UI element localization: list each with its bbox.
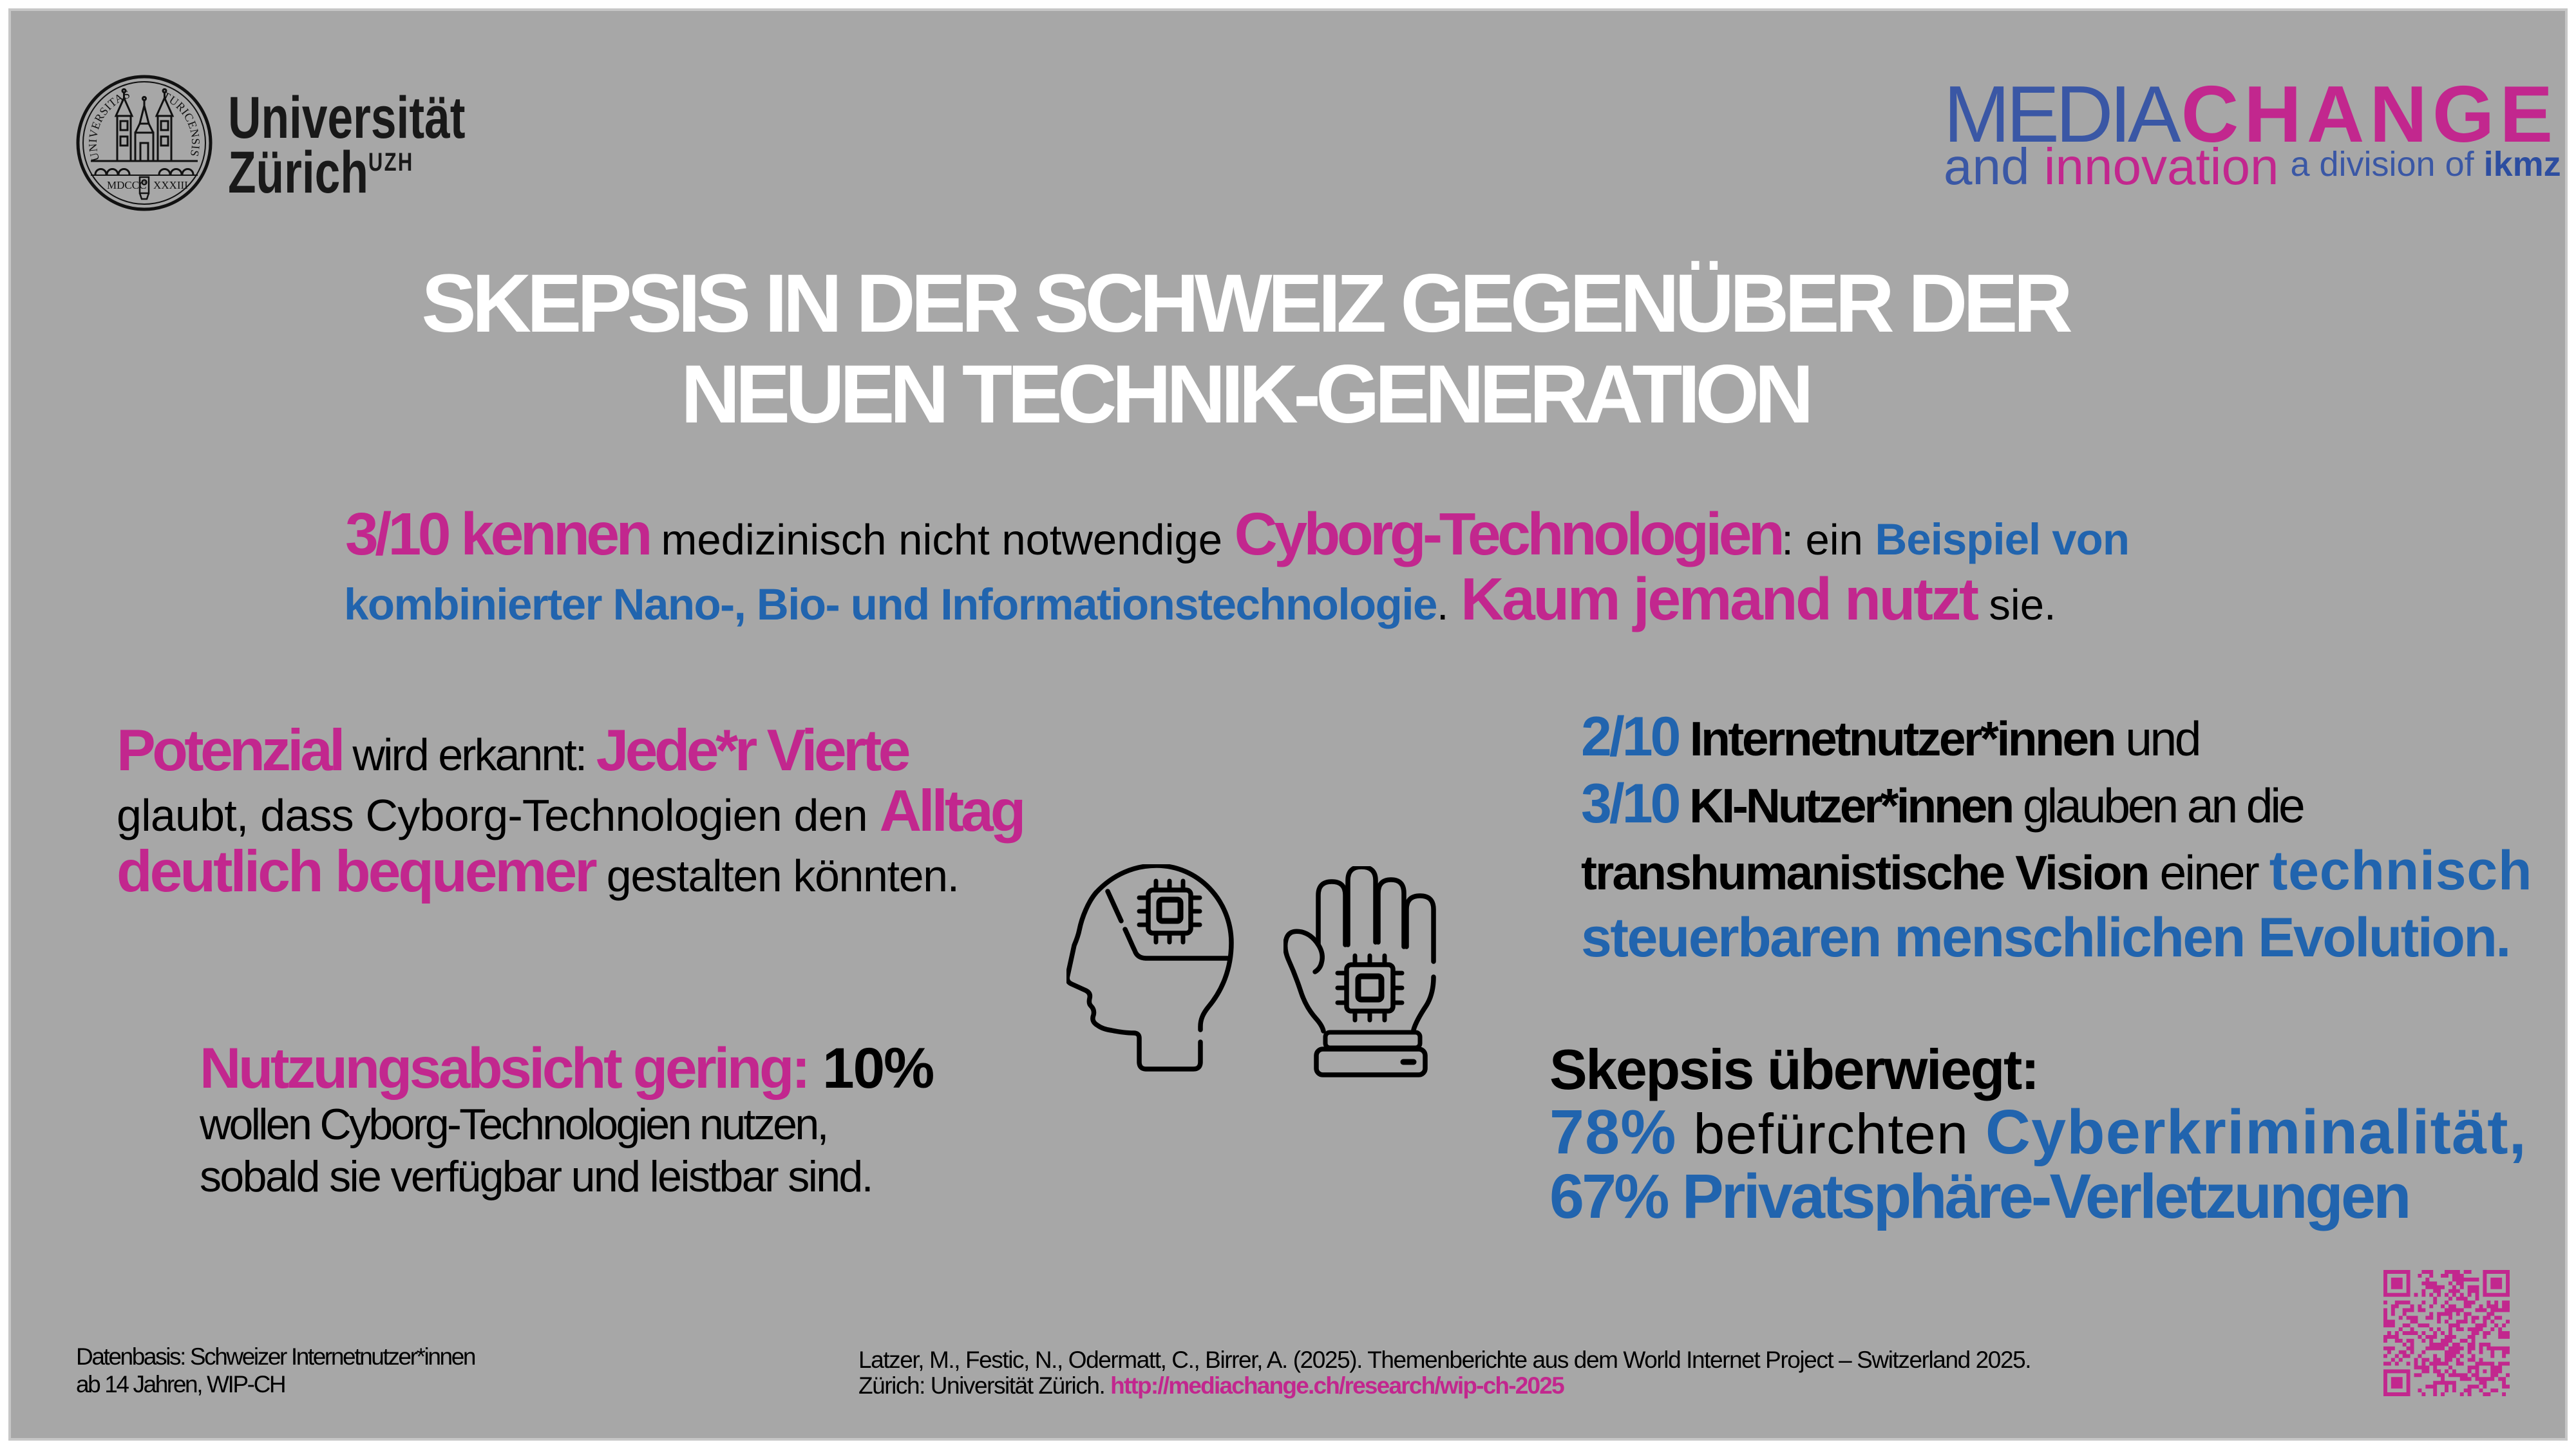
svg-text:XXXIII: XXXIII — [153, 179, 188, 191]
svg-text:MDCCC: MDCCC — [107, 179, 146, 191]
